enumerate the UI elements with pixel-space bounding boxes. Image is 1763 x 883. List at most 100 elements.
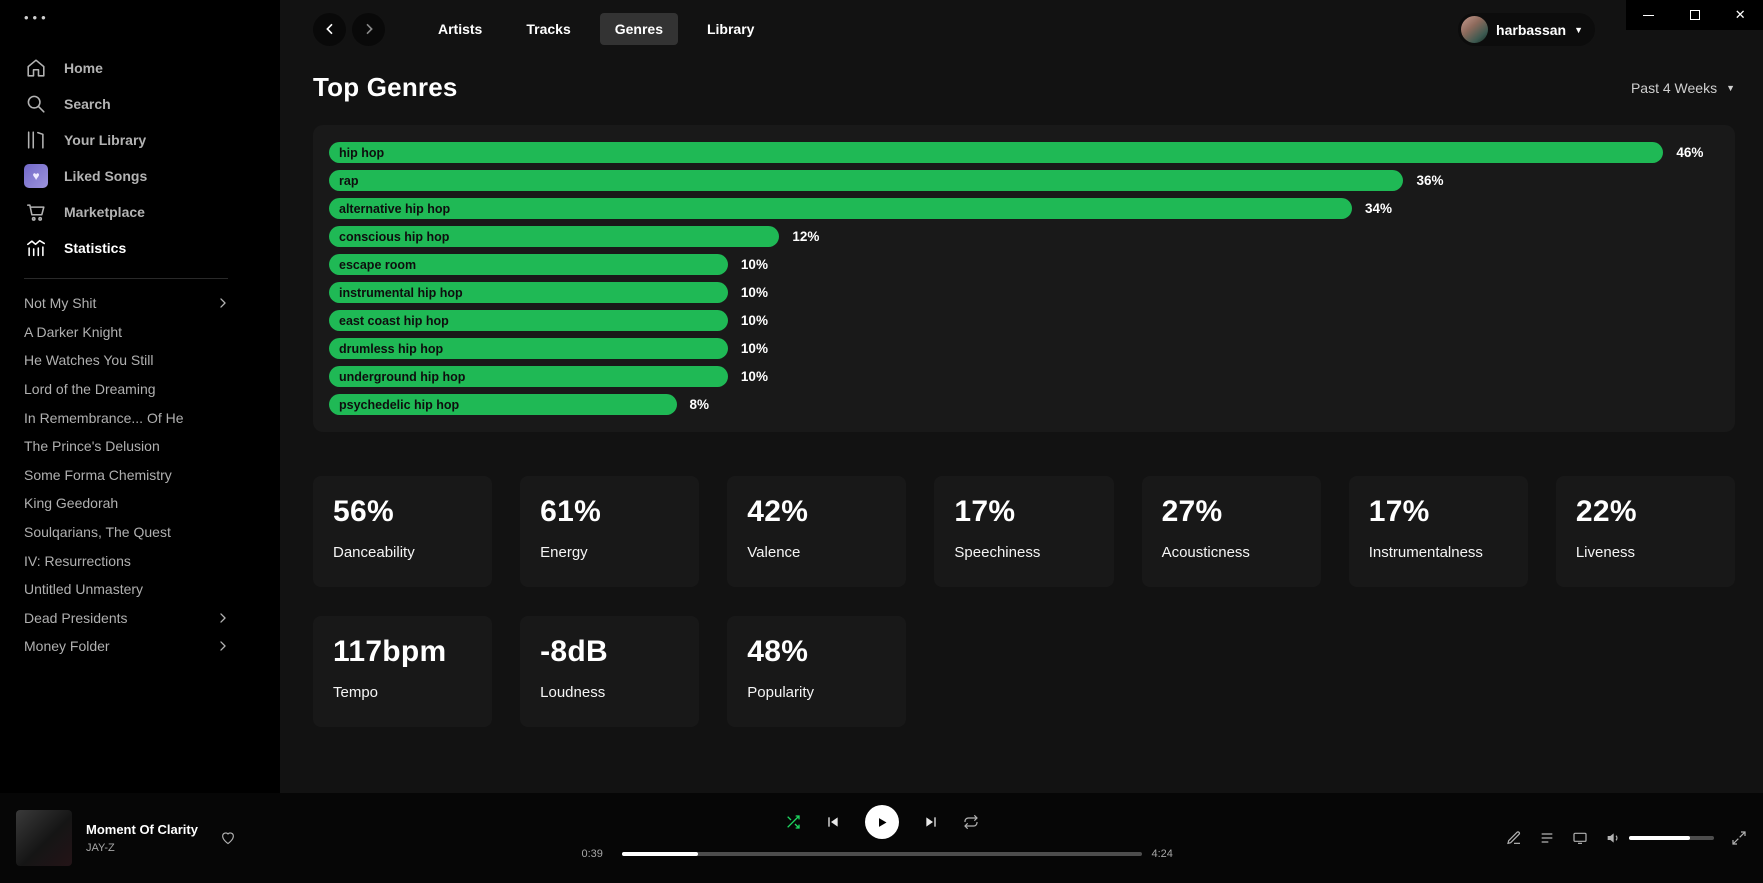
sidebar-item-statistics[interactable]: Statistics (24, 230, 280, 266)
fullscreen-button[interactable] (1731, 830, 1747, 846)
stat-card-speechiness: 17% Speechiness (934, 476, 1114, 587)
genre-percentage: 34% (1365, 201, 1393, 216)
playlist-item[interactable]: King Geedorah (24, 489, 280, 518)
time-range-dropdown[interactable]: Past 4 Weeks ▼ (1631, 80, 1735, 96)
playlist-item[interactable]: IV: Resurrections (24, 546, 280, 575)
genre-bar-row: alternative hip hop 34% (329, 198, 1719, 219)
tab-genres[interactable]: Genres (599, 13, 678, 45)
genre-bar-row: psychedelic hip hop 8% (329, 394, 1719, 415)
nav-label: Home (64, 60, 103, 76)
playlist-item[interactable]: The Prince's Delusion (24, 432, 280, 461)
minimize-button[interactable] (1626, 0, 1672, 30)
stat-label: Acousticness (1161, 544, 1250, 561)
previous-button[interactable] (825, 814, 841, 830)
genre-bar[interactable]: drumless hip hop (329, 338, 728, 359)
playlist-name: He Watches You Still (24, 352, 154, 369)
track-artist[interactable]: JAY-Z (86, 842, 115, 854)
genre-bar[interactable]: escape room (329, 254, 728, 275)
stat-value: 61% (540, 495, 602, 528)
tab-artists[interactable]: Artists (438, 21, 483, 37)
genre-bar-row: escape room 10% (329, 254, 1719, 275)
progress-bar[interactable] (621, 852, 1142, 856)
lyrics-button[interactable] (1506, 830, 1522, 846)
tab-library[interactable]: Library (706, 21, 755, 37)
album-art[interactable] (16, 810, 72, 866)
genre-bar[interactable]: instrumental hip hop (329, 282, 728, 303)
maximize-button[interactable] (1672, 0, 1718, 30)
stat-label: Speechiness (954, 544, 1041, 561)
genre-percentage: 10% (740, 257, 768, 272)
genre-percentage: 12% (792, 229, 820, 244)
playlist-item[interactable]: He Watches You Still (24, 346, 280, 375)
tab-tracks[interactable]: Tracks (526, 21, 571, 37)
user-menu[interactable]: harbassan ▼ (1458, 13, 1595, 46)
playlist-item[interactable]: Untitled Unmastery (24, 575, 280, 604)
progress-fill (621, 852, 699, 856)
genre-bar[interactable]: psychedelic hip hop (329, 394, 677, 415)
genre-percentage: 10% (740, 369, 768, 384)
stat-value: 117bpm (333, 635, 447, 668)
playlist-item[interactable]: A Darker Knight (24, 318, 280, 347)
sidebar-divider (24, 278, 228, 279)
genre-percentage: 10% (740, 341, 768, 356)
forward-button[interactable] (352, 12, 385, 46)
elapsed-time: 0:39 (581, 848, 603, 860)
close-button[interactable]: ✕ (1717, 0, 1763, 30)
maximize-icon (1689, 10, 1700, 20)
avatar (1461, 16, 1489, 43)
genre-name: hip hop (339, 145, 385, 160)
track-title[interactable]: Moment Of Clarity (86, 822, 198, 837)
sidebar-item-marketplace[interactable]: Marketplace (24, 194, 280, 230)
sidebar-item-liked-songs[interactable]: ♥ Liked Songs (24, 158, 280, 194)
tab-bar: Artists Tracks Genres Library (423, 13, 769, 45)
nav-label: Your Library (64, 132, 147, 148)
playlist-item[interactable]: Not My Shit (24, 289, 280, 318)
genre-bar-row: underground hip hop 10% (329, 366, 1719, 387)
genre-bar-row: instrumental hip hop 10% (329, 282, 1719, 303)
playlist-item[interactable]: Some Forma Chemistry (24, 461, 280, 490)
playlist-item[interactable]: Money Folder (24, 632, 280, 661)
genre-bar[interactable]: rap (329, 170, 1404, 191)
skip-back-icon (827, 817, 838, 827)
playlist-item[interactable]: In Remembrance... Of He (24, 403, 280, 432)
chevron-right-icon (216, 296, 230, 310)
genre-name: east coast hip hop (339, 313, 449, 328)
volume-slider[interactable] (1629, 836, 1714, 840)
stat-card-acousticness: 27% Acousticness (1141, 476, 1321, 587)
minimize-icon (1643, 14, 1655, 16)
marketplace-icon (24, 200, 48, 224)
genre-bar[interactable]: east coast hip hop (329, 310, 728, 331)
player-controls (785, 804, 979, 840)
chevron-left-icon (325, 23, 333, 35)
mute-button[interactable] (1605, 830, 1621, 846)
sidebar-item-your-library[interactable]: Your Library (24, 122, 280, 158)
genre-bar[interactable]: conscious hip hop (329, 226, 780, 247)
genre-bar[interactable]: underground hip hop (329, 366, 728, 387)
playlist-name: A Darker Knight (24, 323, 123, 340)
stat-label: Popularity (747, 684, 814, 701)
sidebar-item-search[interactable]: Search (24, 86, 280, 122)
repeat-button[interactable] (963, 814, 979, 830)
sidebar-item-home[interactable]: Home (24, 50, 280, 86)
connect-device-button[interactable] (1572, 830, 1588, 846)
stat-value: 17% (954, 495, 1016, 528)
genre-bar[interactable]: hip hop (329, 142, 1664, 163)
shuffle-button[interactable] (785, 814, 801, 830)
playlist-item[interactable]: Soulqarians, The Quest (24, 518, 280, 547)
genre-bar[interactable]: alternative hip hop (329, 198, 1353, 219)
genre-percentage: 46% (1676, 145, 1704, 160)
playlist-item[interactable]: Lord of the Dreaming (24, 375, 280, 404)
chevron-down-icon: ▼ (1574, 24, 1583, 35)
playlist-item[interactable]: Dead Presidents (24, 604, 280, 633)
playlist-name: Lord of the Dreaming (24, 381, 156, 398)
genre-name: underground hip hop (339, 369, 466, 384)
next-button[interactable] (923, 814, 939, 830)
play-button[interactable] (864, 805, 899, 839)
main-content: Artists Tracks Genres Library harbassan ▼ T… (280, 0, 1763, 793)
app-menu-button[interactable]: ••• (24, 10, 50, 25)
queue-button[interactable] (1539, 830, 1555, 846)
back-button[interactable] (313, 12, 346, 46)
statistics-icon (24, 236, 48, 260)
like-button[interactable] (220, 830, 236, 846)
